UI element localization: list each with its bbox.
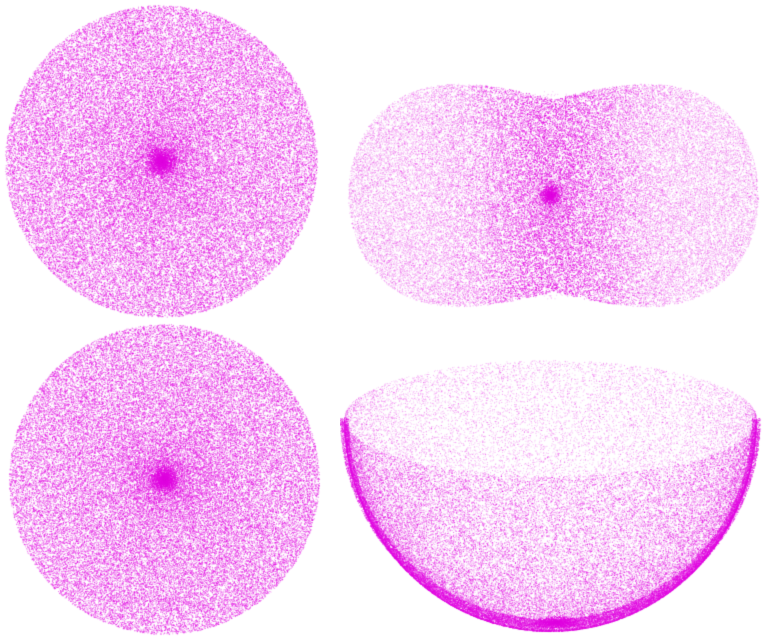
hemisphere-point-cloud-bottom-right xyxy=(340,356,762,637)
peanut-point-cloud-top-right xyxy=(340,75,760,311)
hemisphere-point-cloud-bottom-right-canvas xyxy=(340,356,762,637)
disc-point-cloud-top-left xyxy=(4,4,322,320)
disc-point-cloud-top-left-canvas xyxy=(4,4,322,320)
disc-point-cloud-bottom-left xyxy=(6,322,324,636)
disc-point-cloud-bottom-left-canvas xyxy=(6,322,324,636)
peanut-point-cloud-top-right-canvas xyxy=(340,75,760,311)
